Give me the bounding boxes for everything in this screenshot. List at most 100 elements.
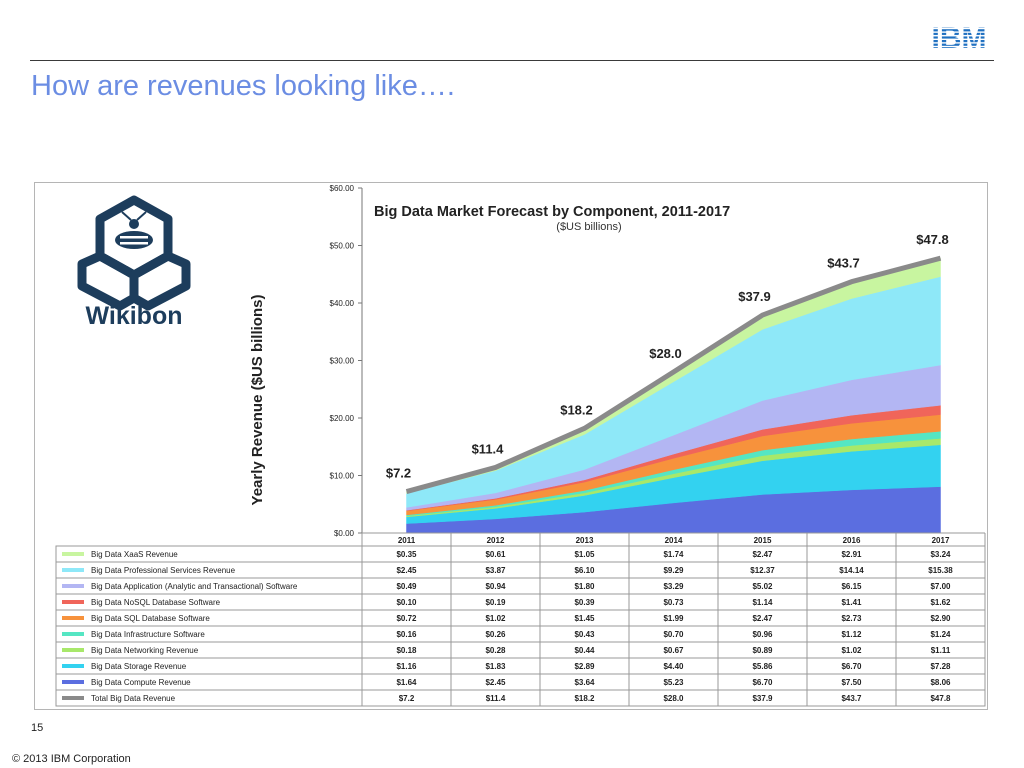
- table-cell: $37.9: [752, 694, 773, 703]
- legend-swatch: [62, 568, 84, 572]
- table-row-big-data-xaas-revenue: Big Data XaaS Revenue $0.35 $0.61 $1.05 $1.7…: [62, 550, 951, 559]
- x-tick-label-2013: 2013: [576, 536, 594, 545]
- table-row-big-data-professional-services-revenue: Big Data Professional Services Revenue $2…: [62, 566, 953, 575]
- table-cell: $28.0: [663, 694, 684, 703]
- legend-swatch: [62, 632, 84, 636]
- table-cell: $1.74: [663, 550, 684, 559]
- legend-swatch: [62, 584, 84, 588]
- table-cell: $5.23: [663, 678, 684, 687]
- table-row-big-data-nosql-database-software: Big Data NoSQL Database Software $0.10 $0.…: [62, 598, 951, 607]
- table-cell: $12.37: [750, 566, 775, 575]
- table-cell: $1.64: [396, 678, 417, 687]
- table-cell: $7.2: [399, 694, 415, 703]
- table-row-total-big-data-revenue: Total Big Data Revenue $7.2 $11.4 $18.2 $28.…: [62, 694, 951, 703]
- table-cell: $2.90: [930, 614, 951, 623]
- table-cell: $47.8: [930, 694, 951, 703]
- ibm-logo: IBM: [924, 22, 994, 52]
- table-cell: $14.14: [839, 566, 864, 575]
- y-axis: $0.00 $10.00 $20.00 $30.00 $40.00 $50.00 $60.0…: [330, 184, 363, 538]
- table-cell: $2.73: [841, 614, 862, 623]
- legend-label: Big Data SQL Database Software: [91, 614, 210, 623]
- table-cell: $2.47: [752, 550, 773, 559]
- table-cell: $0.26: [485, 630, 506, 639]
- x-tick-label-2016: 2016: [843, 536, 861, 545]
- table-cell: $11.4: [486, 694, 506, 703]
- legend-swatch: [62, 616, 84, 620]
- table-cell: $3.24: [930, 550, 951, 559]
- table-cell: $1.11: [931, 646, 951, 655]
- table-cell: $1.41: [841, 598, 862, 607]
- table-cell: $6.70: [752, 678, 773, 687]
- wikibon-logo: Wikibon: [62, 194, 207, 330]
- y-tick-label: $20.00: [330, 414, 355, 423]
- stacked-areas: [405, 255, 942, 534]
- table-cell: $3.64: [574, 678, 595, 687]
- table-cell: $7.00: [930, 582, 951, 591]
- table-cell: $0.70: [663, 630, 684, 639]
- table-cell: $7.28: [930, 662, 951, 671]
- table-cell: $2.45: [396, 566, 417, 575]
- table-cell: $1.62: [930, 598, 951, 607]
- total-label-2014: $28.0: [649, 346, 682, 361]
- table-row-big-data-infrastructure-software: Big Data Infrastructure Software $0.16 $0.…: [62, 630, 951, 639]
- table-cell: $1.16: [396, 662, 417, 671]
- table-cell: $0.67: [663, 646, 684, 655]
- table-row-big-data-sql-database-software: Big Data SQL Database Software $0.72 $1.02…: [62, 614, 951, 623]
- table-cell: $0.35: [396, 550, 417, 559]
- wikibon-logo-text: Wikibon: [86, 302, 183, 329]
- table-cell: $9.29: [663, 566, 684, 575]
- page-number: 15: [31, 722, 44, 734]
- table-cell: $1.02: [841, 646, 862, 655]
- total-label-2016: $43.7: [827, 256, 860, 271]
- total-line: [405, 255, 942, 495]
- table-cell: $0.28: [485, 646, 506, 655]
- table-cell: $0.94: [485, 582, 506, 591]
- legend-label: Total Big Data Revenue: [91, 694, 176, 703]
- table-cell: $0.43: [574, 630, 595, 639]
- table-row-big-data-networking-revenue: Big Data Networking Revenue $0.18 $0.28 $0.…: [62, 646, 951, 655]
- table-cell: $6.70: [841, 662, 862, 671]
- table-cell: $0.49: [396, 582, 417, 591]
- total-labels: $7.2 $11.4 $18.2 $28.0 $37.9 $43.7 $47.8: [386, 232, 949, 480]
- legend-label: Big Data XaaS Revenue: [91, 550, 178, 559]
- table-cell: $0.44: [574, 646, 595, 655]
- table-cell: $1.12: [841, 630, 862, 639]
- table-cell: $1.24: [930, 630, 951, 639]
- table-cell: $15.38: [928, 566, 953, 575]
- table-cell: $18.2: [574, 694, 595, 703]
- table-cell: $3.87: [485, 566, 506, 575]
- legend-label: Big Data Infrastructure Software: [91, 630, 205, 639]
- table-cell: $43.7: [841, 694, 862, 703]
- table-cell: $3.29: [663, 582, 684, 591]
- legend-label: Big Data Professional Services Revenue: [91, 566, 236, 575]
- table-cell: $1.83: [485, 662, 506, 671]
- table-cell: $6.15: [841, 582, 862, 591]
- table-row-big-data-application-analytic-and-transactional-software: Big Data Application (Analytic and Trans…: [62, 582, 951, 591]
- total-label-2011: $7.2: [386, 466, 411, 481]
- y-tick-label: $40.00: [330, 299, 355, 308]
- legend-swatch: [62, 648, 84, 652]
- table-cell: $0.72: [396, 614, 417, 623]
- data-table: 2011 2012 2013 2014 2015 2016 2017 Big Data Xaa…: [55, 532, 986, 707]
- y-tick-label: $10.00: [330, 472, 355, 481]
- table-cell: $4.40: [663, 662, 684, 671]
- y-tick-label: $30.00: [330, 357, 355, 366]
- table-cell: $6.10: [574, 566, 595, 575]
- table-row-big-data-storage-revenue: Big Data Storage Revenue $1.16 $1.83 $2.89 $…: [62, 662, 951, 671]
- table-cell: $8.06: [930, 678, 951, 687]
- table-cell: $0.10: [396, 598, 417, 607]
- legend-swatch: [62, 600, 84, 604]
- table-cell: $1.02: [485, 614, 506, 623]
- legend-label: Big Data Application (Analytic and Trans…: [91, 582, 298, 591]
- x-tick-label-2012: 2012: [487, 536, 505, 545]
- x-tick-label-2017: 2017: [932, 536, 950, 545]
- legend-label: Big Data Storage Revenue: [91, 662, 187, 671]
- y-tick-label: $60.00: [330, 184, 355, 193]
- total-label-2013: $18.2: [560, 402, 593, 417]
- legend-label: Big Data NoSQL Database Software: [91, 598, 221, 607]
- x-tick-label-2014: 2014: [665, 536, 683, 545]
- table-cell: $7.50: [841, 678, 862, 687]
- table-cell: $0.18: [396, 646, 417, 655]
- table-cell: $0.39: [574, 598, 595, 607]
